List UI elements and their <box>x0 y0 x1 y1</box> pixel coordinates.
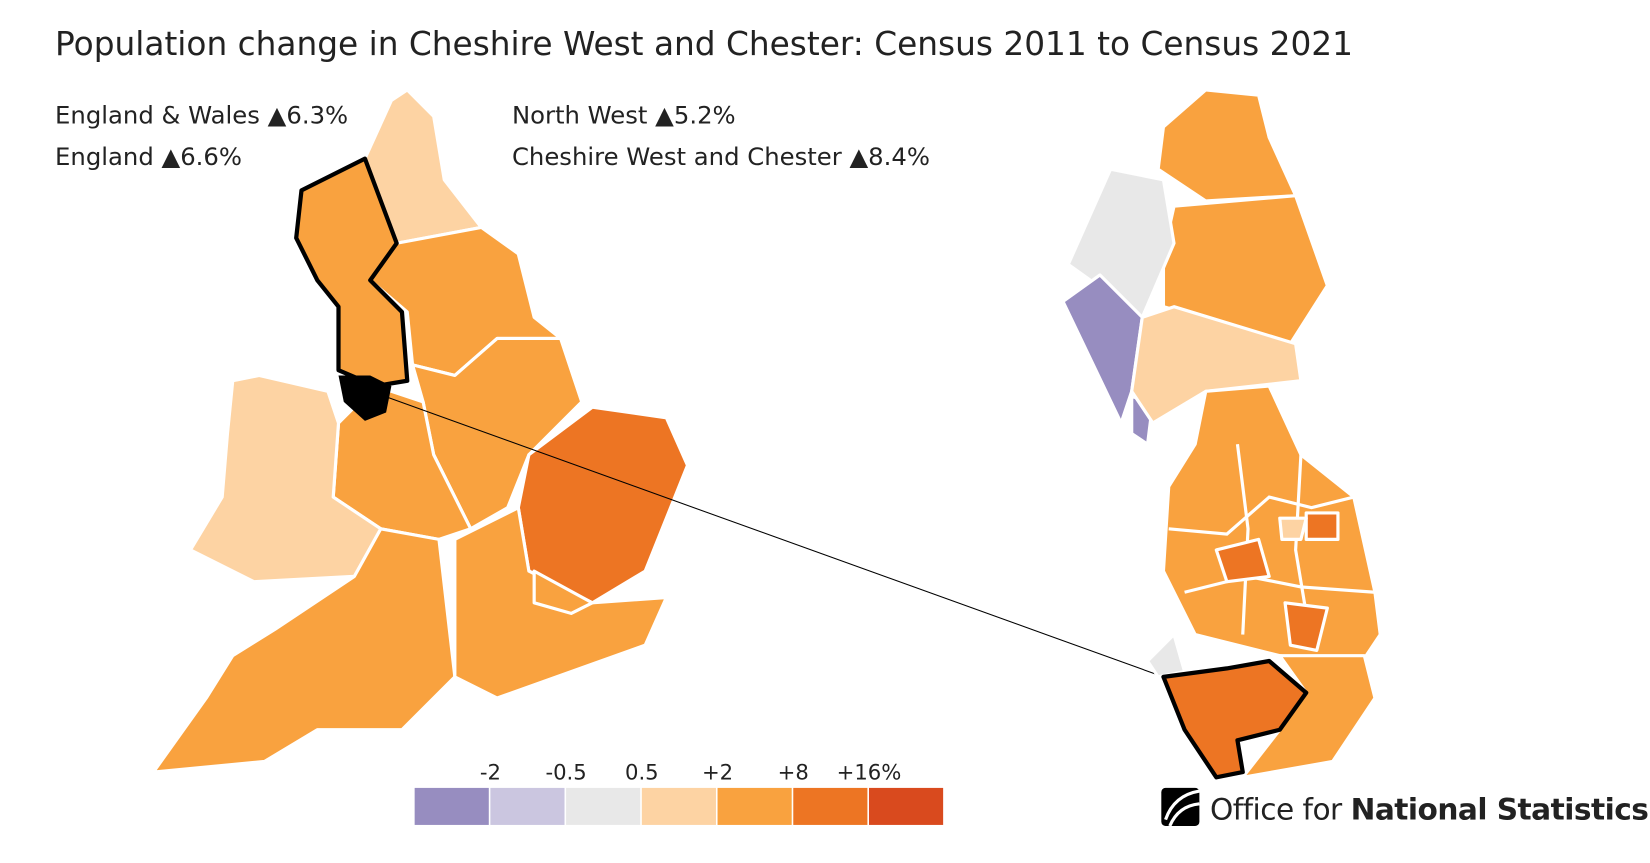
stat: England ▲6.6% <box>55 142 242 171</box>
legend-tick-label: +8 <box>778 759 809 784</box>
logo-mark <box>1161 787 1200 826</box>
stat-label: England <box>55 142 154 171</box>
stat-label: Cheshire West and Chester <box>512 142 842 171</box>
connector <box>364 388 1164 678</box>
legend: -2 -0.5 0.5 +2 +8 +16% <box>414 759 944 825</box>
stat-label: North West <box>512 101 647 130</box>
north-west-map <box>1061 88 1382 780</box>
logo: Office for National Statistics <box>1161 787 1649 827</box>
legend-tick-label: +2 <box>702 759 733 784</box>
legend-swatch <box>490 787 565 825</box>
logo-name: National Statistics <box>1351 793 1649 827</box>
england-wales-map <box>151 88 690 774</box>
logo-prefix: Office for <box>1210 793 1343 827</box>
title: Population change in Cheshire West and C… <box>55 25 1353 63</box>
stat: England & Wales ▲6.3% <box>55 101 348 130</box>
legend-swatch <box>717 787 792 825</box>
logo-text: Office for National Statistics <box>1210 793 1648 827</box>
stat: Cheshire West and Chester ▲8.4% <box>512 142 930 171</box>
stat-label: England & Wales <box>55 101 260 130</box>
legend-swatch <box>414 787 489 825</box>
legend-swatch <box>868 787 944 825</box>
legend-tick-label: 0.5 <box>625 759 659 784</box>
stat-change: ▲5.2% <box>655 101 735 130</box>
legend-swatch <box>641 787 716 825</box>
stat-change: ▲8.4% <box>849 142 929 171</box>
stat-change: ▲6.3% <box>268 101 348 130</box>
legend-tick-label: +16% <box>837 759 902 784</box>
stat: North West ▲5.2% <box>512 101 736 130</box>
legend-tick-label: -0.5 <box>545 759 586 784</box>
stat-change: ▲6.6% <box>162 142 242 171</box>
legend-tick-label: -2 <box>480 759 501 784</box>
legend-swatch <box>793 787 868 825</box>
legend-swatch <box>566 787 641 825</box>
